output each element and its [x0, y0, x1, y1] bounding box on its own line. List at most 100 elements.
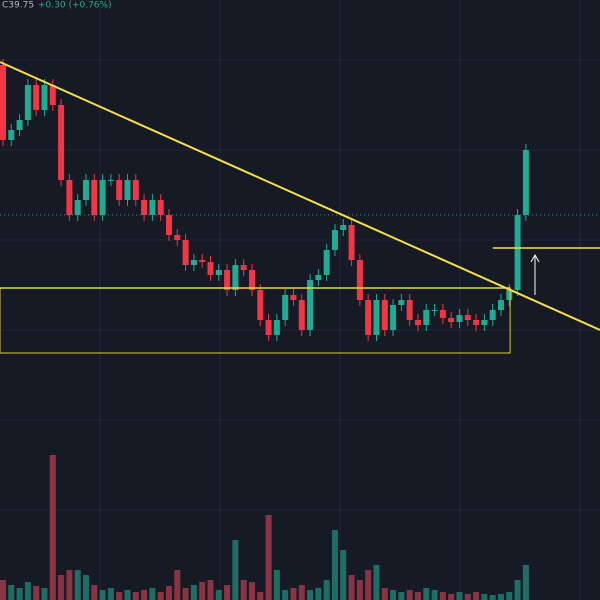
volume-bar	[323, 580, 330, 600]
candle-body	[414, 320, 421, 325]
volume-bar	[199, 582, 206, 600]
candle-body	[41, 85, 48, 110]
candle-body	[182, 240, 189, 265]
volume-bar	[66, 570, 73, 600]
candle-body	[298, 300, 305, 330]
volume-bar	[489, 595, 496, 600]
header-close: C39.75	[2, 1, 34, 11]
candle-body	[398, 300, 405, 305]
volume-bar	[348, 575, 355, 600]
volume-bar	[265, 515, 272, 600]
volume-bar	[99, 590, 106, 600]
volume-bar	[464, 594, 471, 600]
candle-body	[273, 320, 280, 335]
candle-body	[423, 310, 430, 325]
volume-bar	[506, 592, 513, 600]
candle-body	[489, 310, 496, 320]
volume-bar	[257, 592, 264, 600]
trendline	[0, 61, 600, 331]
volume-bar	[182, 588, 189, 600]
candle-body	[265, 320, 272, 335]
candle-body	[340, 225, 347, 230]
volume-bar	[414, 592, 421, 600]
volume-bar	[157, 592, 164, 600]
candle-body	[58, 105, 65, 180]
volume-bar	[497, 594, 504, 600]
candle-body	[66, 180, 73, 215]
volume-bar	[423, 588, 430, 600]
candle-body	[174, 235, 181, 240]
candle-body	[207, 262, 214, 275]
volume-bar	[116, 592, 123, 600]
volume-bar	[107, 588, 114, 600]
candle-body	[240, 265, 247, 270]
header-change: +0.30 (+0.76%)	[38, 1, 112, 11]
volume-bar	[132, 592, 139, 600]
price-layer	[0, 59, 529, 341]
volume-bar	[248, 582, 255, 600]
candle-body	[406, 300, 413, 320]
candle-body	[224, 270, 231, 290]
candle-body	[290, 295, 297, 300]
candle-body	[149, 200, 156, 215]
candle-body	[232, 265, 239, 290]
candle-body	[522, 150, 529, 215]
candle-body	[16, 120, 23, 130]
candle-body	[506, 290, 513, 300]
candle-body	[431, 310, 438, 311]
volume-bar	[406, 590, 413, 600]
candle-body	[24, 85, 31, 120]
volume-bar	[331, 530, 338, 600]
candle-body	[282, 295, 289, 320]
volume-bar	[431, 590, 438, 600]
volume-bar	[16, 588, 23, 600]
volume-bar	[365, 570, 372, 600]
candle-body	[331, 230, 338, 250]
volume-bar	[381, 588, 388, 600]
volume-bar	[290, 588, 297, 600]
candle-body	[456, 315, 463, 322]
volume-bar	[390, 590, 397, 600]
volume-bar	[514, 580, 521, 600]
volume-bar	[307, 590, 314, 600]
candle-body	[165, 215, 172, 235]
volume-bar	[207, 580, 214, 600]
candle-body	[448, 318, 455, 322]
volume-bar	[49, 455, 56, 600]
candle-body	[439, 310, 446, 318]
volume-bar	[273, 570, 280, 600]
candle-body	[107, 180, 114, 181]
volume-bar	[522, 565, 529, 600]
candle-body	[257, 290, 264, 320]
volume-bar	[340, 550, 347, 600]
volume-bar	[240, 580, 247, 600]
candle-body	[116, 180, 123, 200]
volume-bar	[174, 570, 181, 600]
candle-body	[473, 320, 480, 325]
candle-body	[373, 300, 380, 335]
volume-bar	[33, 586, 40, 600]
candle-body	[215, 270, 222, 275]
volume-bar	[149, 588, 156, 600]
volume-bar	[298, 585, 305, 600]
candle-body	[390, 305, 397, 330]
volume-bar	[473, 592, 480, 600]
candle-body	[315, 275, 322, 280]
candle-body	[49, 85, 56, 105]
arrow	[530, 253, 540, 295]
overlay-layer	[0, 61, 600, 354]
candle-body	[307, 280, 314, 330]
volume-bar	[398, 592, 405, 600]
candle-body	[514, 215, 521, 290]
volume-bar	[165, 586, 172, 600]
candle-body	[74, 200, 81, 215]
volume-bar	[315, 588, 322, 600]
volume-bar	[190, 585, 197, 600]
candle-body	[124, 180, 131, 200]
volume-bar	[439, 592, 446, 600]
candle-body	[497, 300, 504, 310]
volume-bar	[8, 585, 15, 600]
volume-bar	[373, 565, 380, 600]
candle-body	[365, 300, 372, 335]
